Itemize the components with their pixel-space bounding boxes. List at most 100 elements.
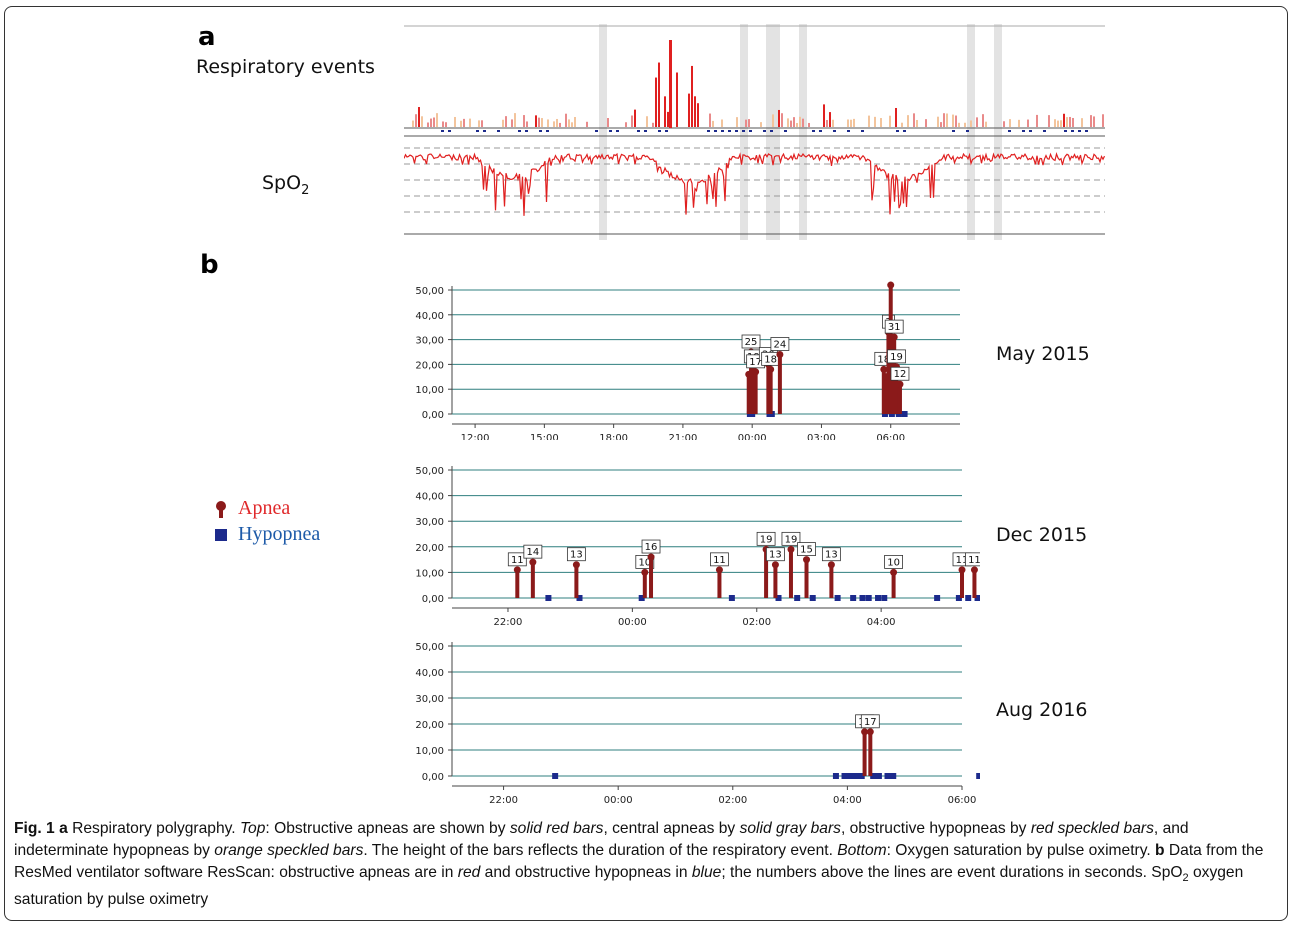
event-marker	[784, 130, 787, 132]
apnea-bar	[804, 559, 809, 598]
event-marker	[952, 130, 955, 132]
y-tick-label: 40,00	[415, 311, 444, 322]
hypopnea-marker	[841, 773, 848, 779]
event-bar	[793, 117, 795, 127]
apnea-head	[776, 350, 784, 358]
apnea-label-text: 12	[894, 369, 907, 380]
event-bar	[556, 118, 558, 127]
event-bar	[946, 113, 948, 127]
panel-b-letter: b	[200, 250, 219, 280]
apnea-head	[529, 558, 537, 566]
hypopnea-legend-icon	[215, 528, 227, 541]
apnea-label-text: 18	[764, 354, 777, 365]
event-bar	[985, 121, 987, 127]
apnea-bar	[972, 569, 977, 598]
event-marker	[1085, 130, 1088, 132]
x-tick-label: 03:00	[807, 433, 836, 440]
event-bar	[889, 115, 891, 127]
event-bar	[1060, 120, 1062, 127]
event-bar	[568, 119, 570, 127]
event-bar	[1081, 118, 1083, 127]
apnea-label: 31	[884, 319, 904, 334]
event-bar	[853, 118, 855, 127]
apnea-label-text: 10	[638, 557, 651, 568]
event-marker	[1008, 130, 1011, 132]
apnea-head	[890, 568, 898, 576]
x-tick-label: 00:00	[618, 617, 647, 628]
apnea-label-text: 31	[888, 322, 901, 333]
apnea-label-text: 11	[511, 555, 524, 566]
event-bar	[460, 120, 462, 127]
month-label-dec-2015: Dec 2015	[996, 524, 1088, 546]
event-bar	[1090, 115, 1092, 127]
event-bar	[850, 119, 852, 127]
apnea-head	[880, 365, 888, 373]
event-bar	[652, 122, 654, 127]
event-marker	[812, 130, 815, 132]
event-bar	[925, 119, 927, 127]
event-bar	[952, 114, 954, 127]
event-bar	[442, 121, 444, 127]
apnea-bar	[884, 376, 889, 414]
event-marker	[1043, 130, 1046, 132]
event-bar	[463, 118, 465, 127]
hypopnea-marker	[850, 595, 857, 601]
event-bar	[781, 113, 783, 127]
event-bar	[937, 116, 939, 127]
event-marker	[728, 130, 731, 132]
event-bar	[982, 114, 984, 127]
apnea-label-text: 11	[713, 555, 726, 566]
apnea-bar	[960, 569, 964, 598]
event-bar	[799, 116, 801, 127]
apnea-label-box	[566, 547, 586, 562]
apnea-label: 11	[710, 552, 729, 567]
x-tick-label: 15:00	[530, 433, 559, 440]
hatched-band	[799, 24, 807, 240]
y-tick-label: 10,00	[415, 746, 444, 757]
apnea-label: 25	[741, 334, 761, 349]
apnea-bar	[766, 364, 771, 414]
x-tick-label: 04:00	[867, 617, 896, 628]
event-bar	[787, 118, 789, 127]
event-marker	[833, 130, 836, 132]
event-bar	[895, 107, 897, 127]
legend-hypopnea: Hypopnea	[214, 523, 320, 546]
respiratory-events-label: Respiratory events	[196, 56, 375, 78]
apnea-bar	[868, 731, 873, 776]
apnea-label-box	[890, 366, 910, 381]
apnea-label: 13	[821, 547, 841, 562]
event-marker	[763, 130, 766, 132]
apnea-label-text: 19	[760, 534, 773, 545]
event-bar	[1018, 119, 1020, 127]
event-bar	[913, 113, 915, 127]
event-marker	[1064, 130, 1067, 132]
event-bar	[778, 109, 780, 127]
apnea-label-text: 13	[570, 550, 583, 561]
event-bar	[676, 72, 678, 127]
figure-frame	[4, 6, 1288, 921]
event-marker	[861, 130, 864, 132]
y-tick-label: 10,00	[415, 568, 444, 579]
apnea-label-text: 25	[745, 337, 758, 348]
apnea-label-text: 17	[864, 717, 877, 728]
event-bar	[823, 104, 825, 127]
event-bar	[625, 122, 627, 127]
y-tick-label: 30,00	[415, 336, 444, 347]
apnea-label-box	[507, 552, 527, 567]
hypopnea-marker	[965, 595, 972, 601]
apnea-head	[861, 728, 869, 736]
event-bar	[1048, 115, 1050, 127]
event-marker	[896, 130, 899, 132]
apnea-label: 11	[507, 552, 527, 567]
apnea-label: 17	[860, 714, 880, 729]
event-bar	[697, 103, 699, 127]
hypopnea-marker	[955, 595, 962, 601]
event-bar	[669, 40, 672, 128]
apnea-label-text: 14	[526, 547, 539, 558]
event-bar	[436, 113, 438, 127]
event-marker	[847, 130, 850, 132]
apnea-label: 19	[887, 349, 906, 364]
event-bar	[412, 120, 414, 127]
legend-apnea-text: Apnea	[238, 497, 291, 519]
event-bar	[829, 112, 831, 127]
